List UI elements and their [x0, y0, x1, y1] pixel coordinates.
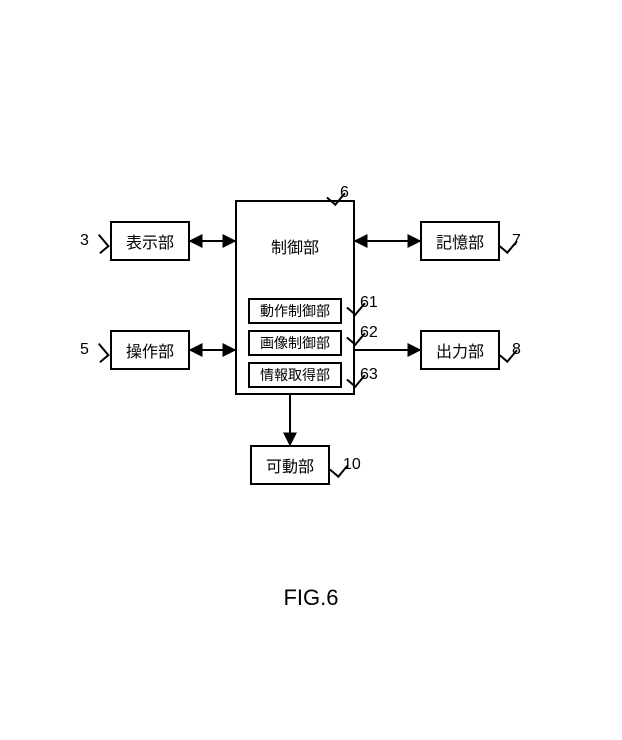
subblock-info-label: 情報取得部 [260, 365, 330, 385]
subblock-image-label: 画像制御部 [260, 333, 330, 353]
block-output-label: 出力部 [436, 338, 484, 362]
tick-mark [90, 234, 109, 254]
block-operate-label: 操作部 [126, 338, 174, 362]
ref-display: 3 [80, 232, 89, 250]
block-operate: 操作部 [110, 330, 190, 370]
block-memory: 記憶部 [420, 221, 500, 261]
block-controller-label: 制御部 [271, 234, 319, 258]
figure-caption: FIG.6 [283, 585, 338, 611]
subblock-image-control: 画像制御部 [248, 330, 342, 356]
diagram-canvas: 表示部 記憶部 操作部 出力部 可動部 制御部 動作制御部 画像制御部 情報取得… [0, 0, 622, 740]
block-display-label: 表示部 [126, 229, 174, 253]
tick-mark [90, 343, 109, 363]
subblock-motion-label: 動作制御部 [260, 301, 330, 321]
subblock-info-acquire: 情報取得部 [248, 362, 342, 388]
ref-operate: 5 [80, 341, 89, 359]
block-memory-label: 記憶部 [436, 229, 484, 253]
block-movable-label: 可動部 [266, 453, 314, 477]
block-movable: 可動部 [250, 445, 330, 485]
block-output: 出力部 [420, 330, 500, 370]
block-display: 表示部 [110, 221, 190, 261]
subblock-motion-control: 動作制御部 [248, 298, 342, 324]
